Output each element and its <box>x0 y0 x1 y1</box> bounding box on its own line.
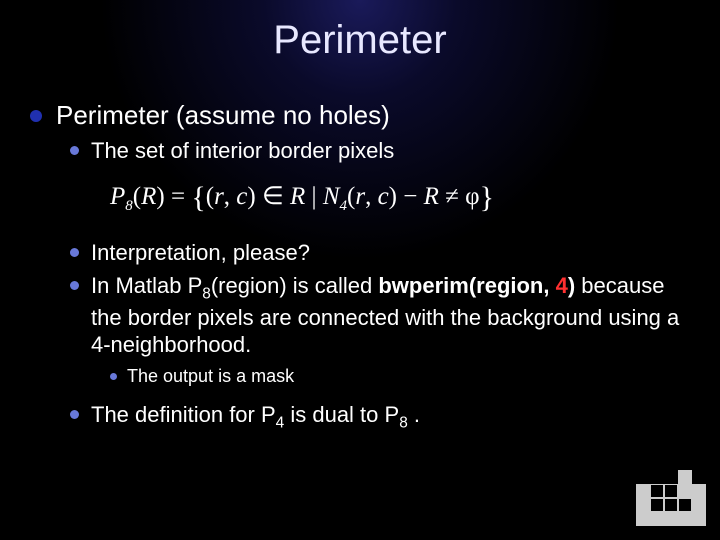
disc-icon <box>70 146 79 155</box>
pixel-grid-svg <box>636 470 706 526</box>
text-fragment: (region) is called <box>211 273 379 298</box>
disc-icon <box>70 281 79 290</box>
math-formula: P8(R) = {(r, c) ∈ R | N4(r, c) − R ≠ φ} <box>110 181 690 215</box>
bullet-l2-p4-dual: The definition for P4 is dual to P8 . <box>70 401 690 433</box>
bullet-text: In Matlab P8(region) is called bwperim(r… <box>91 272 690 359</box>
bullet-l3-output-mask: The output is a mask <box>110 365 690 388</box>
slide-title: Perimeter <box>0 0 720 63</box>
bullet-text: The output is a mask <box>127 365 294 388</box>
bullet-l1-perimeter: Perimeter (assume no holes) <box>30 100 690 131</box>
disc-icon <box>70 248 79 257</box>
code-bwperim: bwperim(region, <box>378 273 555 298</box>
slide: Perimeter Perimeter (assume no holes) Th… <box>0 0 720 540</box>
subscript: 4 <box>276 415 285 432</box>
slide-content: Perimeter (assume no holes) The set of i… <box>30 100 690 439</box>
bullet-text: The set of interior border pixels <box>91 137 394 165</box>
pixel-grid-icon <box>636 470 706 526</box>
subscript: 8 <box>202 286 211 303</box>
text-fragment: The definition for P <box>91 402 276 427</box>
text-fragment: is dual to P <box>284 402 399 427</box>
bullet-l2-matlab: In Matlab P8(region) is called bwperim(r… <box>70 272 690 359</box>
subscript: 8 <box>399 415 408 432</box>
disc-icon <box>70 410 79 419</box>
disc-icon <box>110 373 117 380</box>
code-arg-4: 4 <box>556 273 568 298</box>
formula-p8: P8(R) = {(r, c) ∈ R | N4(r, c) − R ≠ φ} <box>110 183 494 210</box>
text-fragment: . <box>408 402 420 427</box>
text-fragment: In Matlab P <box>91 273 202 298</box>
bullet-text: Interpretation, please? <box>91 239 310 267</box>
bullet-l2-interior-border: The set of interior border pixels <box>70 137 690 165</box>
bullet-text: The definition for P4 is dual to P8 . <box>91 401 420 433</box>
disc-icon <box>30 110 42 122</box>
bullet-text: Perimeter (assume no holes) <box>56 100 390 131</box>
bullet-l2-interpretation: Interpretation, please? <box>70 239 690 267</box>
